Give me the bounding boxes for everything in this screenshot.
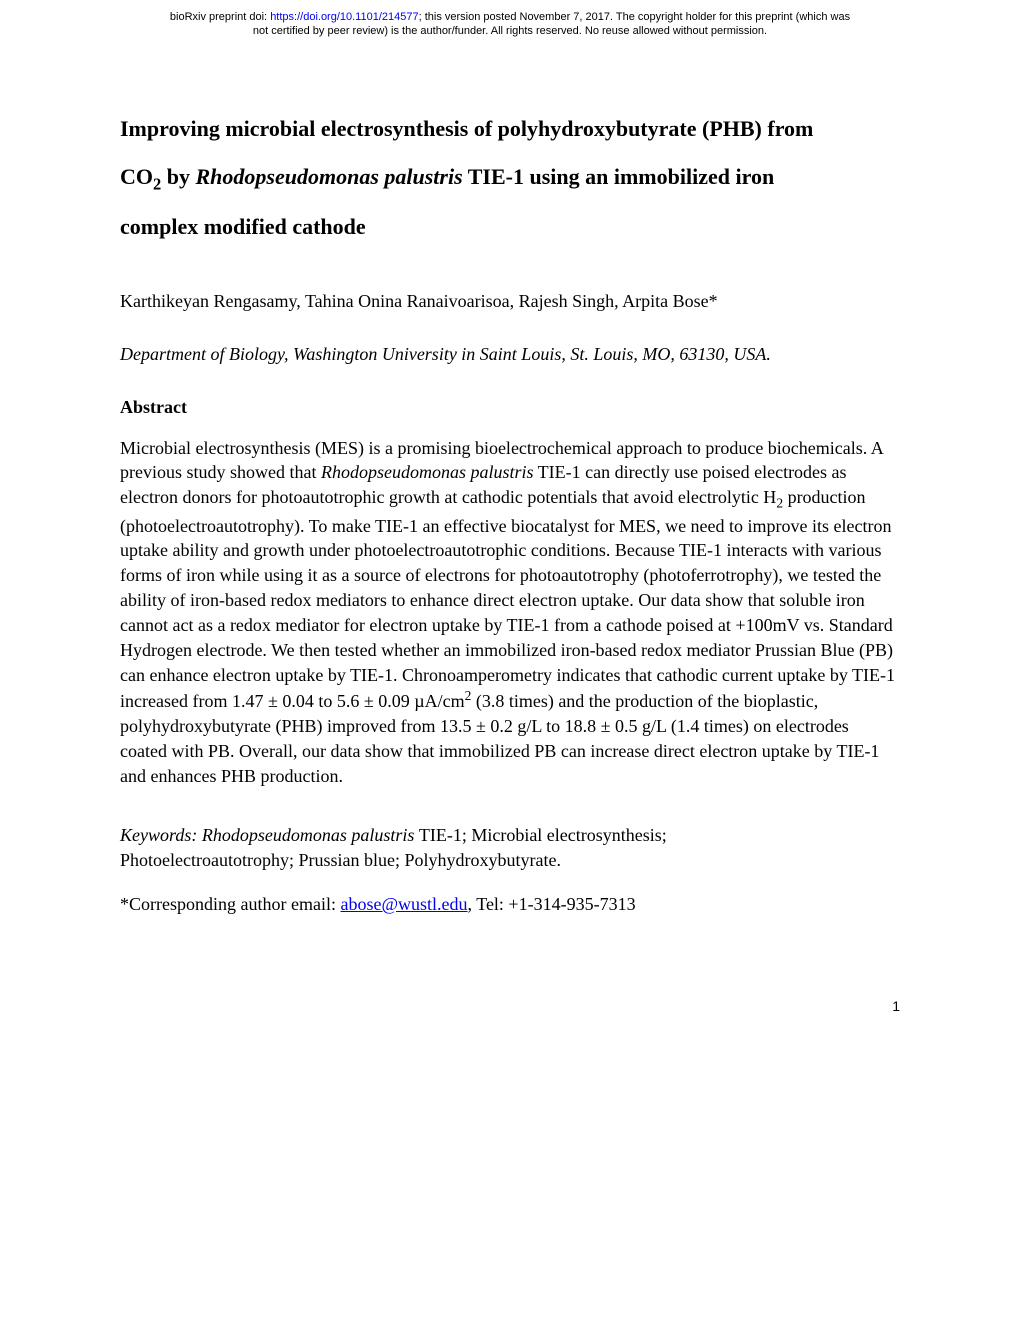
keywords-line2: Photoelectroautotrophy; Prussian blue; P…	[120, 850, 561, 870]
corresponding-prefix: *Corresponding author email:	[120, 894, 340, 914]
title-part1: Improving microbial electrosynthesis of …	[120, 116, 813, 141]
corresponding-author: *Corresponding author email: abose@wustl…	[120, 891, 900, 918]
header-line1-prefix: bioRxiv preprint doi:	[170, 11, 270, 23]
preprint-header: bioRxiv preprint doi: https://doi.org/10…	[0, 0, 1020, 45]
paper-title: Improving microbial electrosynthesis of …	[120, 105, 900, 251]
abstract-heading: Abstract	[120, 397, 900, 418]
header-line1-suffix: ; this version posted November 7, 2017. …	[419, 11, 850, 23]
title-part3: complex modified cathode	[120, 214, 366, 239]
title-species: Rhodopseudomonas palustris	[196, 164, 463, 189]
corresponding-suffix: , Tel: +1-314-935-7313	[468, 894, 636, 914]
abstract-species: Rhodopseudomonas palustris	[321, 462, 534, 482]
affiliation: Department of Biology, Washington Univer…	[120, 340, 900, 369]
page-number: 1	[0, 958, 1020, 1034]
authors: Karthikeyan Rengasamy, Tahina Onina Rana…	[120, 287, 900, 316]
corresponding-email[interactable]: abose@wustl.edu	[340, 894, 467, 914]
title-part2-mid: by	[161, 164, 195, 189]
keywords-label: Keywords: Rhodopseudomonas palustris	[120, 825, 419, 845]
keywords: Keywords: Rhodopseudomonas palustris TIE…	[120, 823, 900, 873]
title-part2-post: TIE-1 using an immobilized iron	[463, 164, 775, 189]
abstract-p1c: production (photoelectroautotrophy). To …	[120, 487, 895, 711]
title-subscript: 2	[153, 174, 161, 193]
keywords-plain1: TIE-1; Microbial electrosynthesis;	[419, 825, 667, 845]
title-part2-pre: CO	[120, 164, 153, 189]
doi-link[interactable]: https://doi.org/10.1101/214577	[270, 11, 418, 23]
header-line2: not certified by peer review) is the aut…	[253, 25, 767, 37]
page-content: Improving microbial electrosynthesis of …	[0, 45, 1020, 958]
abstract-body: Microbial electrosynthesis (MES) is a pr…	[120, 436, 900, 789]
